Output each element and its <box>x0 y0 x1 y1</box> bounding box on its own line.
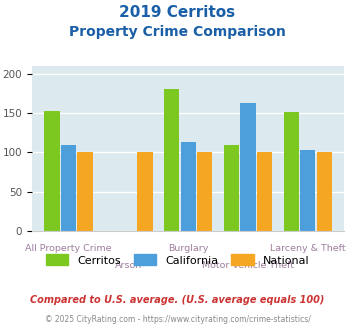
Bar <box>257 152 272 231</box>
Bar <box>197 152 212 231</box>
Legend: Cerritos, California, National: Cerritos, California, National <box>42 250 313 270</box>
Text: 2019 Cerritos: 2019 Cerritos <box>119 5 236 20</box>
Text: Property Crime Comparison: Property Crime Comparison <box>69 25 286 39</box>
Bar <box>44 111 60 231</box>
Bar <box>240 103 256 231</box>
Text: All Property Crime: All Property Crime <box>25 244 112 253</box>
Bar <box>137 152 153 231</box>
Text: © 2025 CityRating.com - https://www.cityrating.com/crime-statistics/: © 2025 CityRating.com - https://www.city… <box>45 315 310 324</box>
Bar <box>284 112 299 231</box>
Bar <box>224 145 239 231</box>
Bar <box>300 150 316 231</box>
Text: Burglary: Burglary <box>168 244 208 253</box>
Text: Motor Vehicle Theft: Motor Vehicle Theft <box>202 261 294 270</box>
Bar <box>317 152 332 231</box>
Bar <box>180 142 196 231</box>
Text: Compared to U.S. average. (U.S. average equals 100): Compared to U.S. average. (U.S. average … <box>30 295 325 305</box>
Bar <box>164 89 179 231</box>
Bar <box>77 152 93 231</box>
Bar <box>61 145 76 231</box>
Text: Larceny & Theft: Larceny & Theft <box>270 244 346 253</box>
Text: Arson: Arson <box>115 261 142 270</box>
